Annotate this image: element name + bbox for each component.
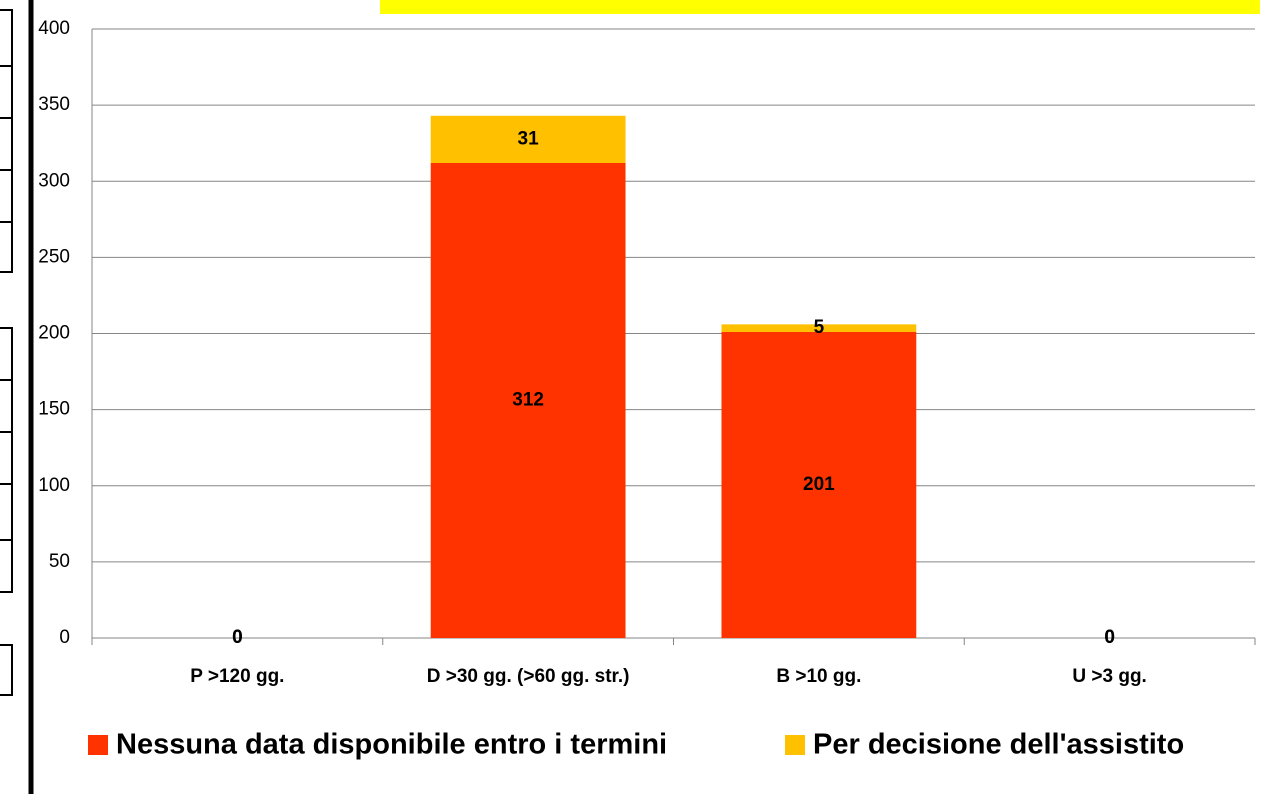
- x-tick-label: B >10 gg.: [776, 666, 861, 687]
- bar-segment: [430, 162, 626, 639]
- y-tick-label: 200: [38, 323, 70, 344]
- side-boxes: [0, 9, 13, 696]
- legend-swatch: [88, 735, 108, 755]
- legend-swatch: [785, 735, 805, 755]
- y-tick-label: 250: [38, 246, 70, 267]
- x-tick-label: D >30 gg. (>60 gg. str.): [427, 666, 630, 687]
- bar-segment: [430, 115, 626, 163]
- y-tick-label: 150: [38, 399, 70, 420]
- data-label: 312: [512, 390, 544, 411]
- data-label: 0: [1104, 627, 1115, 648]
- y-tick-label: 100: [38, 475, 70, 496]
- bar-segment: [721, 331, 917, 638]
- data-label: 0: [232, 627, 243, 648]
- data-label: 31: [518, 128, 540, 149]
- x-tick-label: P >120 gg.: [190, 666, 284, 687]
- legend-label: Nessuna data disponibile entro i termini: [116, 729, 667, 761]
- x-tick-label: U >3 gg.: [1072, 666, 1146, 687]
- bar-segment: [721, 324, 917, 332]
- y-tick-label: 350: [38, 94, 70, 115]
- data-label: 0: [232, 627, 243, 648]
- y-tick-label: 300: [38, 170, 70, 191]
- y-tick-label: 0: [59, 627, 70, 648]
- data-label: 0: [1104, 627, 1115, 648]
- y-tick-label: 50: [49, 551, 70, 572]
- data-label: 201: [803, 474, 835, 495]
- y-tick-label: 400: [38, 18, 70, 39]
- title-box: [380, 0, 1260, 14]
- data-label: 5: [814, 317, 825, 338]
- legend-label: Per decisione dell'assistito: [813, 729, 1184, 761]
